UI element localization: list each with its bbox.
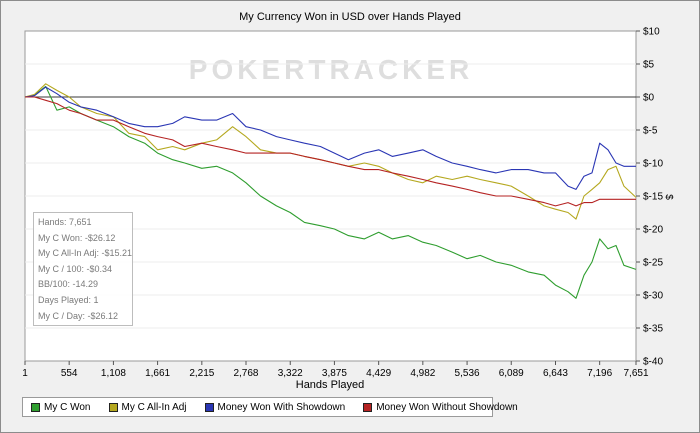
x-tick-label: 4,982 (410, 368, 435, 379)
x-axis: 1 554 1,108 1,661 2,215 2,768 3,322 3,875 4,429 4… (22, 361, 649, 379)
series-line-3 (24, 86, 636, 190)
y-tick-label: $10 (643, 27, 660, 38)
x-tick-label: 6,089 (499, 368, 524, 379)
x-tick-label: 554 (61, 368, 78, 379)
legend-item-no-showdown[interactable]: Money Won Without Showdown (363, 402, 518, 413)
y-tick-label: $-5 (643, 126, 658, 137)
stat-per-100: My C / 100: -$0.34 (38, 263, 113, 274)
y-axis-label: $ (663, 194, 674, 200)
legend-item-won[interactable]: My C Won (31, 402, 91, 413)
watermark-logo: POKERTRACKER (189, 54, 473, 85)
y-tick-label: $-25 (643, 258, 663, 269)
legend-swatch (108, 402, 118, 412)
x-tick-label: 1 (22, 368, 28, 379)
stat-days: Days Played: 1 (38, 294, 99, 305)
y-tick-label: $0 (643, 93, 655, 104)
x-tick-label: 7,196 (587, 368, 612, 379)
legend-swatch (363, 402, 373, 412)
legend-label: Money Won Without Showdown (376, 401, 518, 413)
x-tick-label: 1,661 (145, 368, 170, 379)
y-tick-label: $-40 (643, 357, 663, 368)
series-line-1 (24, 85, 637, 299)
series-group (24, 83, 637, 299)
y-tick-label: $5 (643, 60, 655, 71)
legend-swatch (204, 402, 214, 412)
stat-bb-100: BB/100: -14.29 (38, 279, 99, 290)
legend-label: My C All-In Adj (121, 401, 187, 413)
x-tick-label: 5,536 (455, 368, 480, 379)
stat-per-day: My C / Day: -$26.12 (38, 310, 119, 321)
y-tick-label: $-10 (643, 159, 663, 170)
legend-item-allin[interactable]: My C All-In Adj (108, 401, 187, 413)
x-tick-label: 3,322 (278, 368, 303, 379)
legend: My C Won My C All-In Adj Money Won With … (22, 397, 518, 417)
series-line-4 (25, 96, 636, 207)
stat-hands: Hands: 7,651 (38, 217, 92, 227)
chart-title: My Currency Won in USD over Hands Played (239, 11, 461, 23)
y-tick-label: $-15 (643, 192, 663, 203)
x-tick-label: 4,429 (366, 368, 391, 379)
x-tick-label: 2,215 (189, 368, 214, 379)
x-tick-label: 3,875 (322, 368, 347, 379)
legend-swatch (31, 402, 40, 412)
stat-allin-adj: My C All-In Adj: -$15.21 (38, 248, 133, 259)
legend-item-showdown[interactable]: Money Won With Showdown (204, 401, 346, 413)
legend-label: Money Won With Showdown (217, 401, 346, 413)
y-tick-label: $-30 (643, 291, 663, 302)
x-axis-label: Hands Played (296, 379, 365, 391)
y-tick-label: $-20 (643, 225, 663, 236)
x-tick-label: 1,108 (101, 368, 126, 379)
x-tick-label: 7,651 (623, 368, 648, 379)
legend-label: My C Won (44, 401, 91, 413)
stat-won: My C Won: -$26.12 (38, 232, 116, 243)
y-axis: $10 $5 $0 $-5 $-10 $-15 $-20 $-25 $-30 $-35 $-40 (636, 27, 663, 368)
x-tick-label: 6,643 (543, 368, 568, 379)
y-tick-label: $-35 (643, 324, 663, 335)
x-tick-label: 2,768 (233, 368, 258, 379)
stats-panel: Hands: 7,651 My C Won: -$26.12 My C All-… (33, 212, 133, 326)
